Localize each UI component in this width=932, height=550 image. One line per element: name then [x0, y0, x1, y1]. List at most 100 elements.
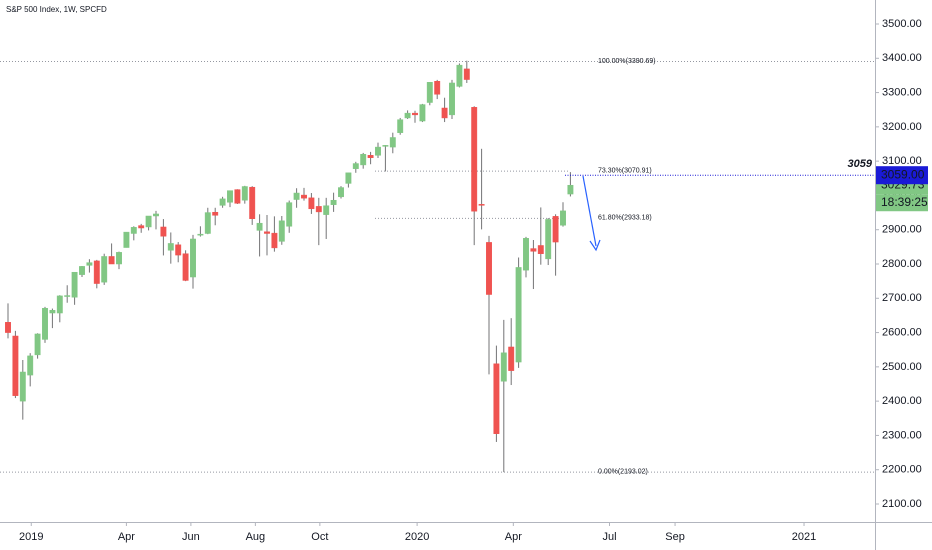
candle-body	[219, 198, 226, 206]
candle-body	[138, 225, 145, 229]
candle-body	[345, 172, 352, 184]
candle-body	[404, 112, 411, 119]
x-tick-label: 2020	[405, 531, 429, 543]
fib-label: 73.30%(3070.91)	[598, 167, 652, 174]
candle-body	[441, 107, 448, 119]
candle-body	[382, 145, 389, 147]
y-tick-label: 2500.00	[882, 361, 922, 373]
y-tick-label: 2300.00	[882, 429, 922, 441]
target-price-label: 3059.00	[881, 167, 925, 181]
candle-body	[545, 219, 552, 260]
candle-body	[323, 205, 330, 215]
candle-body	[434, 81, 441, 95]
candle-body	[412, 112, 418, 116]
y-tick-label: 2800.00	[882, 258, 922, 270]
fib-label: 61.80%(2933.18)	[598, 215, 652, 222]
y-tick-label: 2200.00	[882, 464, 922, 476]
fib-label: 100.00%(3390.69)	[598, 58, 656, 65]
candle-body	[278, 220, 285, 242]
candle-body	[375, 146, 381, 156]
candle-body	[471, 107, 478, 212]
candle-body	[42, 307, 48, 340]
y-tick-label: 2700.00	[882, 292, 922, 304]
candle-body	[567, 184, 574, 195]
candle-body	[530, 248, 537, 252]
candle-body	[463, 68, 470, 80]
candle-body	[27, 355, 34, 376]
candle-body	[456, 64, 463, 87]
x-tick-label: Jul	[602, 531, 616, 543]
candle-body	[145, 215, 152, 228]
candle-body	[389, 137, 396, 148]
candle-body	[293, 192, 300, 200]
y-tick-label: 2900.00	[882, 224, 922, 236]
countdown-box	[876, 194, 928, 212]
x-tick-label: Oct	[311, 531, 328, 543]
candle-body	[116, 252, 122, 265]
candle-body	[19, 371, 26, 402]
candle-body	[234, 189, 241, 204]
candle-body	[523, 238, 529, 271]
candle-body	[478, 204, 485, 206]
x-tick-label: Apr	[505, 531, 522, 543]
candle-body	[286, 202, 293, 227]
candle-body	[426, 82, 433, 103]
fib-label: 0.00%(2193.02)	[598, 468, 648, 475]
candle-body	[86, 262, 93, 266]
y-tick-label: 3100.00	[882, 155, 922, 167]
candle-body	[175, 244, 182, 256]
candle-body	[212, 211, 219, 216]
candle-body	[508, 346, 515, 371]
countdown-label: 18:39:25	[881, 195, 928, 209]
candle-body	[271, 232, 278, 249]
y-tick-label: 3400.00	[882, 52, 922, 64]
x-tick-label: Jun	[182, 531, 200, 543]
candle-body	[153, 213, 159, 217]
x-tick-label: Sep	[665, 531, 685, 543]
chart-title: S&P 500 Index, 1W, SPCFD	[6, 5, 107, 14]
candle-body	[330, 199, 337, 205]
y-tick-label: 2100.00	[882, 498, 922, 510]
candle-body	[182, 253, 189, 281]
candle-body	[552, 216, 559, 243]
y-tick-label: 3500.00	[882, 18, 922, 30]
candle-body	[500, 352, 507, 382]
candle-body	[56, 295, 63, 314]
candle-body	[419, 104, 426, 122]
y-tick-label: 2600.00	[882, 326, 922, 338]
candle-body	[204, 212, 211, 234]
candle-body	[227, 190, 233, 203]
candle-body	[264, 231, 270, 234]
candle-body	[367, 155, 374, 158]
candle-body	[167, 243, 174, 251]
candle-body	[190, 238, 196, 278]
candle-body	[64, 295, 71, 297]
candle-body	[315, 206, 322, 213]
candle-body	[12, 335, 19, 396]
candle-body	[79, 266, 85, 275]
candle-body	[256, 222, 263, 231]
arrow-head	[589, 239, 601, 252]
candle-body	[515, 267, 522, 363]
candle-body	[108, 256, 115, 265]
candle-body	[160, 226, 167, 237]
candle-body	[449, 82, 455, 116]
y-tick-label: 3300.00	[882, 86, 922, 98]
target-annotation: 3059	[848, 158, 873, 170]
candle-body	[123, 231, 130, 248]
arrow	[582, 175, 597, 247]
x-tick-label: 2019	[19, 531, 43, 543]
candle-body	[360, 154, 367, 166]
candle-body	[338, 187, 344, 198]
candle-body	[5, 322, 11, 333]
candle-body	[71, 271, 78, 298]
candle-body	[560, 210, 566, 226]
x-tick-label: Apr	[118, 531, 135, 543]
candle-body	[397, 119, 404, 133]
candle-body	[249, 186, 256, 219]
target-price-box	[876, 166, 928, 185]
candle-body	[49, 310, 56, 314]
y-tick-label: 3200.00	[882, 121, 922, 133]
